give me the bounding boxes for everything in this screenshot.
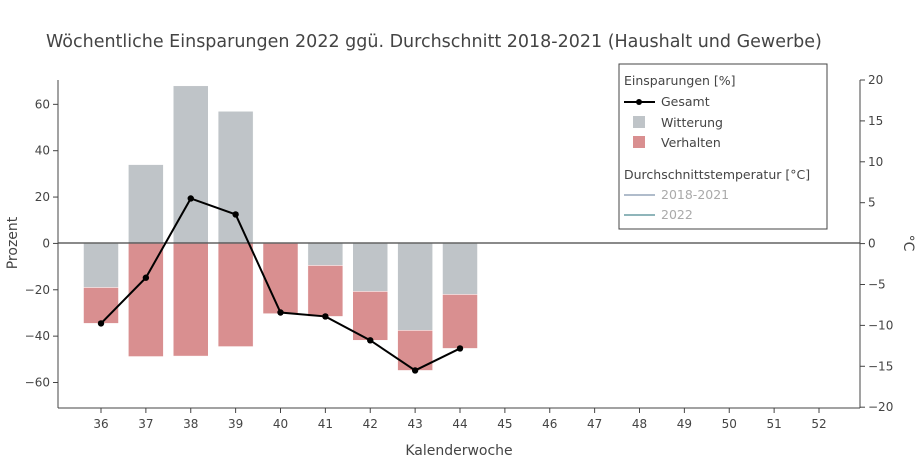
y-tick-label: 60 [35, 97, 50, 111]
y2-tick-label: 15 [868, 114, 883, 128]
y-axis-label: Prozent [5, 216, 21, 269]
y2-tick-label: −15 [868, 359, 893, 373]
y2-tick-label: −20 [868, 400, 893, 414]
gesamt-layer [97, 195, 464, 374]
x-axis-label: Kalenderwoche [405, 443, 512, 459]
y2-tick-label: 5 [868, 196, 876, 210]
x-tick-label: 43 [407, 417, 422, 431]
bar-verhalten-39 [217, 243, 254, 347]
point-gesamt-42 [367, 337, 374, 344]
bar-witterung-36 [83, 243, 119, 288]
x-tick-label: 42 [363, 417, 378, 431]
x-tick-label: 44 [452, 417, 467, 431]
y2-tick-label: −5 [868, 277, 886, 291]
point-gesamt-38 [187, 195, 194, 202]
point-gesamt-36 [97, 320, 105, 327]
x-tick-label: 52 [811, 417, 826, 431]
legend-item-2022[interactable]: 2022 [624, 207, 693, 222]
axes-layer: −60 −40 −20 0 20 40 60 −20 −15 −10 −5 0 5 10 15 20 36 37 3… [25, 73, 894, 431]
y-tick-label: −60 [25, 376, 50, 390]
bar-verhalten-38 [173, 243, 209, 357]
bar-witterung-44 [442, 243, 478, 295]
legend-group-title-temperature: Durchschnittstemperatur [°C] [624, 167, 810, 182]
bar-verhalten-44 [442, 294, 478, 349]
x-tick-label: 50 [722, 417, 737, 431]
legend-label: Witterung [661, 115, 723, 130]
legend-swatch-icon [633, 116, 645, 128]
x-tick-label: 49 [677, 417, 692, 431]
legend-label: 2018-2021 [661, 187, 729, 202]
y-tick-label: 40 [35, 144, 50, 158]
point-gesamt-39 [232, 211, 239, 218]
y2-axis-label: °C [900, 235, 916, 252]
legend-item-witterung[interactable]: Witterung [633, 115, 723, 130]
legend-label: 2022 [661, 207, 693, 222]
x-tick-label: 47 [587, 417, 602, 431]
legend: Einsparungen [%] Gesamt Witterung Verhal… [618, 63, 828, 230]
point-gesamt-44 [456, 345, 464, 352]
x-tick-label: 39 [228, 417, 243, 431]
bar-verhalten-37 [128, 243, 164, 357]
bar-witterung-37 [128, 164, 164, 244]
point-gesamt-37 [142, 274, 150, 281]
chart-title: Wöchentliche Einsparungen 2022 ggü. Durc… [46, 32, 822, 52]
bar-verhalten-40 [262, 243, 299, 314]
bar-witterung-42 [352, 243, 388, 292]
x-tick-label: 36 [93, 417, 108, 431]
y-tick-label: −20 [25, 283, 50, 297]
point-gesamt-41 [322, 313, 329, 320]
y-tick-label: −40 [25, 329, 50, 343]
bar-verhalten-41 [307, 265, 344, 317]
legend-label: Verhalten [661, 135, 721, 150]
x-tick-label: 45 [497, 417, 512, 431]
x-tick-label: 51 [766, 417, 781, 431]
bar-witterung-39 [217, 111, 254, 244]
bar-witterung-41 [307, 243, 344, 266]
x-tick-label: 46 [542, 417, 557, 431]
y2-tick-label: −10 [868, 318, 893, 332]
legend-group-title-savings: Einsparungen [%] [624, 73, 736, 88]
legend-label: Gesamt [661, 94, 710, 109]
point-gesamt-43 [411, 367, 419, 374]
y2-tick-label: 20 [868, 73, 883, 87]
x-tick-label: 41 [318, 417, 333, 431]
bars-layer [83, 85, 478, 371]
legend-item-gesamt[interactable]: Gesamt [624, 94, 710, 109]
legend-item-verhalten[interactable]: Verhalten [633, 135, 721, 150]
bar-verhalten-36 [83, 287, 119, 324]
y-tick-label: 20 [35, 190, 50, 204]
y-tick-label: 0 [42, 236, 50, 250]
x-tick-label: 40 [273, 417, 288, 431]
legend-swatch-icon [633, 136, 645, 148]
x-tick-label: 37 [138, 417, 153, 431]
legend-item-2018-2021[interactable]: 2018-2021 [624, 187, 729, 202]
x-tick-label: 38 [183, 417, 198, 431]
bar-witterung-43 [397, 243, 433, 331]
legend-marker-icon [636, 99, 642, 105]
x-tick-label: 48 [632, 417, 647, 431]
point-gesamt-40 [277, 309, 284, 316]
y2-tick-label: 10 [868, 155, 883, 169]
y2-tick-label: 0 [868, 237, 876, 251]
legend-box [618, 63, 828, 230]
